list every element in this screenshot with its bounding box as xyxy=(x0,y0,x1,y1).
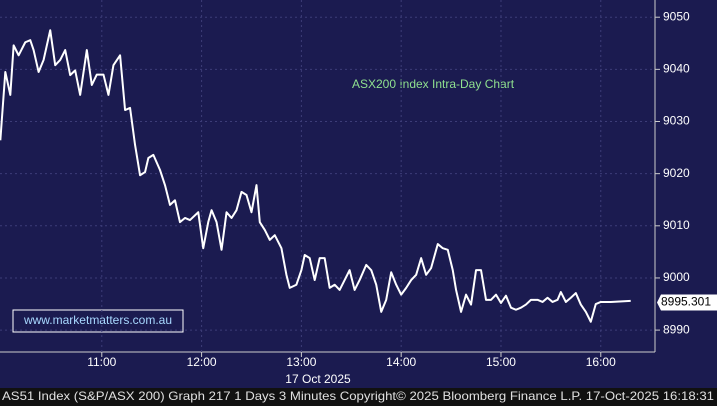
y-tick-label: 9040 xyxy=(663,62,690,76)
y-tick-label: 9000 xyxy=(663,270,690,284)
y-tick-label: 9050 xyxy=(663,9,690,23)
footer: AS51 Index (S&P/ASX 200) Graph 217 1 Day… xyxy=(2,389,714,403)
y-tick-label: 9020 xyxy=(663,166,690,180)
y-tick-label: 9030 xyxy=(663,114,690,128)
x-tick-label: 15:00 xyxy=(486,355,516,369)
last-value-label: 8995.301 xyxy=(661,295,711,309)
watermark-box xyxy=(12,309,184,333)
footer-bar xyxy=(0,388,717,406)
watermark: www.marketmatters.com.au xyxy=(23,313,172,327)
chart-title: ASX200 Index Intra-Day Chart xyxy=(352,77,515,91)
x-tick-label: 16:00 xyxy=(586,355,616,369)
last-value-tag xyxy=(657,294,717,311)
x-tick-label: 13:00 xyxy=(286,355,316,369)
x-tick-label: 11:00 xyxy=(87,355,116,369)
x-tick-label: 12:00 xyxy=(187,355,217,369)
background xyxy=(0,0,717,388)
y-tick-label: 8990 xyxy=(663,322,690,336)
y-tick-label: 9010 xyxy=(663,218,690,232)
date-label: 17 Oct 2025 xyxy=(285,372,351,386)
price-line xyxy=(0,29,631,323)
x-tick-label: 14:00 xyxy=(386,355,416,369)
